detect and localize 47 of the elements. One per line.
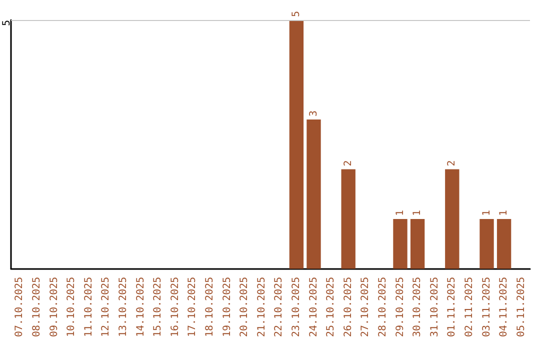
x-tick-label: 12.10.2025 [100,276,112,338]
x-tick-label: 18.10.2025 [204,276,216,338]
data-label: 2 [342,160,354,166]
x-tick-label: 23.10.2025 [290,276,302,338]
data-label: 2 [446,160,458,166]
bar [480,219,494,269]
x-tick-label: 26.10.2025 [342,276,354,338]
data-label: 1 [498,210,510,216]
x-tick-label: 29.10.2025 [394,276,406,338]
x-tick-label: 04.11.2025 [498,276,510,338]
x-tick-label: 24.10.2025 [308,276,320,338]
bar [445,169,460,269]
x-tick-label: 09.10.2025 [48,276,60,338]
x-tick-label: 20.10.2025 [239,276,250,338]
x-tick-label: 03.11.2025 [481,276,492,338]
x-tick-label: 15.10.2025 [152,276,164,338]
x-tick-label: 19.10.2025 [222,276,233,338]
x-tick-label: 21.10.2025 [256,276,268,338]
data-label: 5 [290,10,302,17]
x-tick-label: 22.10.2025 [274,276,285,338]
x-tick-label: 31.10.2025 [429,276,440,338]
data-label: 3 [308,110,320,117]
x-tick-label: 17.10.2025 [187,276,198,338]
x-tick-label: 01.11.2025 [446,276,458,338]
x-tick-label: 14.10.2025 [135,276,146,338]
x-tick-label: 30.10.2025 [412,276,424,338]
bar [410,219,425,269]
bar [393,219,408,269]
x-tick-label: 07.10.2025 [14,276,26,338]
x-tick-label: 11.10.2025 [83,276,94,338]
bar [289,20,304,269]
x-tick-label: 16.10.2025 [170,276,181,338]
x-tick-label: 25.10.2025 [326,276,337,338]
x-tick-label: 13.10.2025 [118,276,129,338]
x-tick-label: 05.11.2025 [516,276,527,338]
x-tick-label: 08.10.2025 [31,276,42,338]
x-tick-label: 27.10.2025 [360,276,372,338]
data-label: 1 [394,210,406,216]
bar [341,169,356,269]
bar [496,219,512,269]
x-tick-label: 28.10.2025 [377,276,388,338]
x-tick-label: 02.11.2025 [464,276,475,338]
data-label: 1 [412,210,424,216]
data-label: 1 [481,210,492,216]
bar [306,120,321,269]
ref-line-label: 5 [2,20,12,26]
x-tick-label: 10.10.2025 [66,276,78,338]
